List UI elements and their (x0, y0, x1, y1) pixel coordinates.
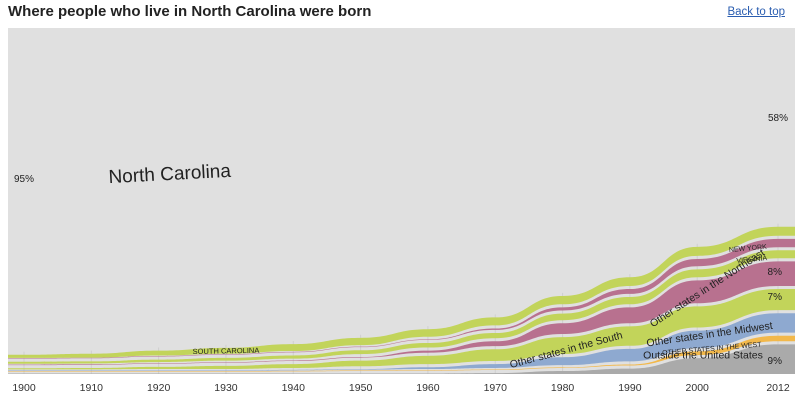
x-tick-1990: 1990 (618, 382, 642, 394)
series-other-states-in-the-midwest (8, 313, 795, 372)
series-other-states-in-the-south (8, 289, 795, 370)
annotation-other-states-in-the-northeast-2012: 8% (768, 267, 783, 278)
x-tick-1930: 1930 (214, 382, 238, 394)
annotations: 95% 58% 8% 7% 9% (14, 113, 788, 367)
annotation-other-states-in-the-south-2012: 7% (768, 292, 783, 303)
series-north-carolina (8, 28, 795, 352)
series-layer (8, 28, 795, 374)
label-virginia: VIRGINIA (736, 255, 768, 265)
x-tick-2012: 2012 (766, 382, 790, 394)
annotation-outside-the-united-states-2012: 9% (768, 356, 783, 367)
x-tick-1980: 1980 (551, 382, 575, 394)
chart-title: Where people who live in North Carolina … (8, 3, 372, 20)
x-tick-1950: 1950 (349, 382, 373, 394)
x-tick-1940: 1940 (282, 382, 306, 394)
label-south-carolina: SOUTH CAROLINA (193, 346, 260, 356)
x-tick-1970: 1970 (484, 382, 508, 394)
x-axis: 1900 1910 1920 1930 1940 1950 1960 1970 1980 1990… (12, 382, 790, 394)
back-to-top-link[interactable]: Back to top (727, 6, 785, 18)
label-new-york: NEW YORK (729, 244, 768, 254)
x-tick-1920: 1920 (147, 382, 171, 394)
x-tick-1910: 1910 (80, 382, 104, 394)
annotation-north-carolina-2012: 58% (768, 113, 788, 124)
series-other-states-in-the-northeast (8, 261, 795, 366)
x-tick-1900: 1900 (12, 382, 36, 394)
x-tick-1960: 1960 (416, 382, 440, 394)
annotation-north-carolina-1900: 95% (14, 174, 34, 185)
x-tick-2000: 2000 (686, 382, 710, 394)
label-outside-us: Outside the United States (643, 349, 763, 361)
series-outside-the-united-states (8, 344, 795, 374)
